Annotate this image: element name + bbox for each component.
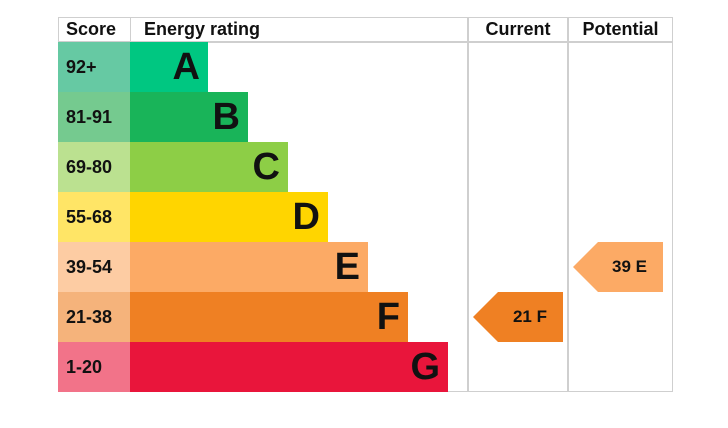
score-cell-a: 92+ [58, 42, 130, 92]
top-border [58, 17, 673, 18]
band-bar-b: B [130, 92, 248, 142]
score-cell-e: 39-54 [58, 242, 130, 292]
band-bar-a: A [130, 42, 208, 92]
current-header: Current [485, 19, 551, 39]
current-divider [467, 17, 469, 392]
energy-rating-header: Energy rating [144, 19, 261, 39]
potential-rating-arrow: 39 E [573, 242, 663, 292]
score-cell-b: 81-91 [58, 92, 130, 142]
score-cell-d: 55-68 [58, 192, 130, 242]
right-border [672, 17, 673, 392]
potential-divider [567, 17, 569, 392]
score-header: Score [66, 19, 117, 39]
header-divider [58, 41, 673, 43]
current-rating-arrow: 21 F [473, 292, 563, 342]
score-cell-g: 1-20 [58, 342, 130, 392]
band-bar-f: F [130, 292, 408, 342]
band-bar-e: E [130, 242, 368, 292]
potential-header: Potential [582, 19, 659, 39]
band-bar-c: C [130, 142, 288, 192]
band-bar-g: G [130, 342, 448, 392]
score-cell-c: 69-80 [58, 142, 130, 192]
score-cell-f: 21-38 [58, 292, 130, 342]
band-bar-d: D [130, 192, 328, 242]
